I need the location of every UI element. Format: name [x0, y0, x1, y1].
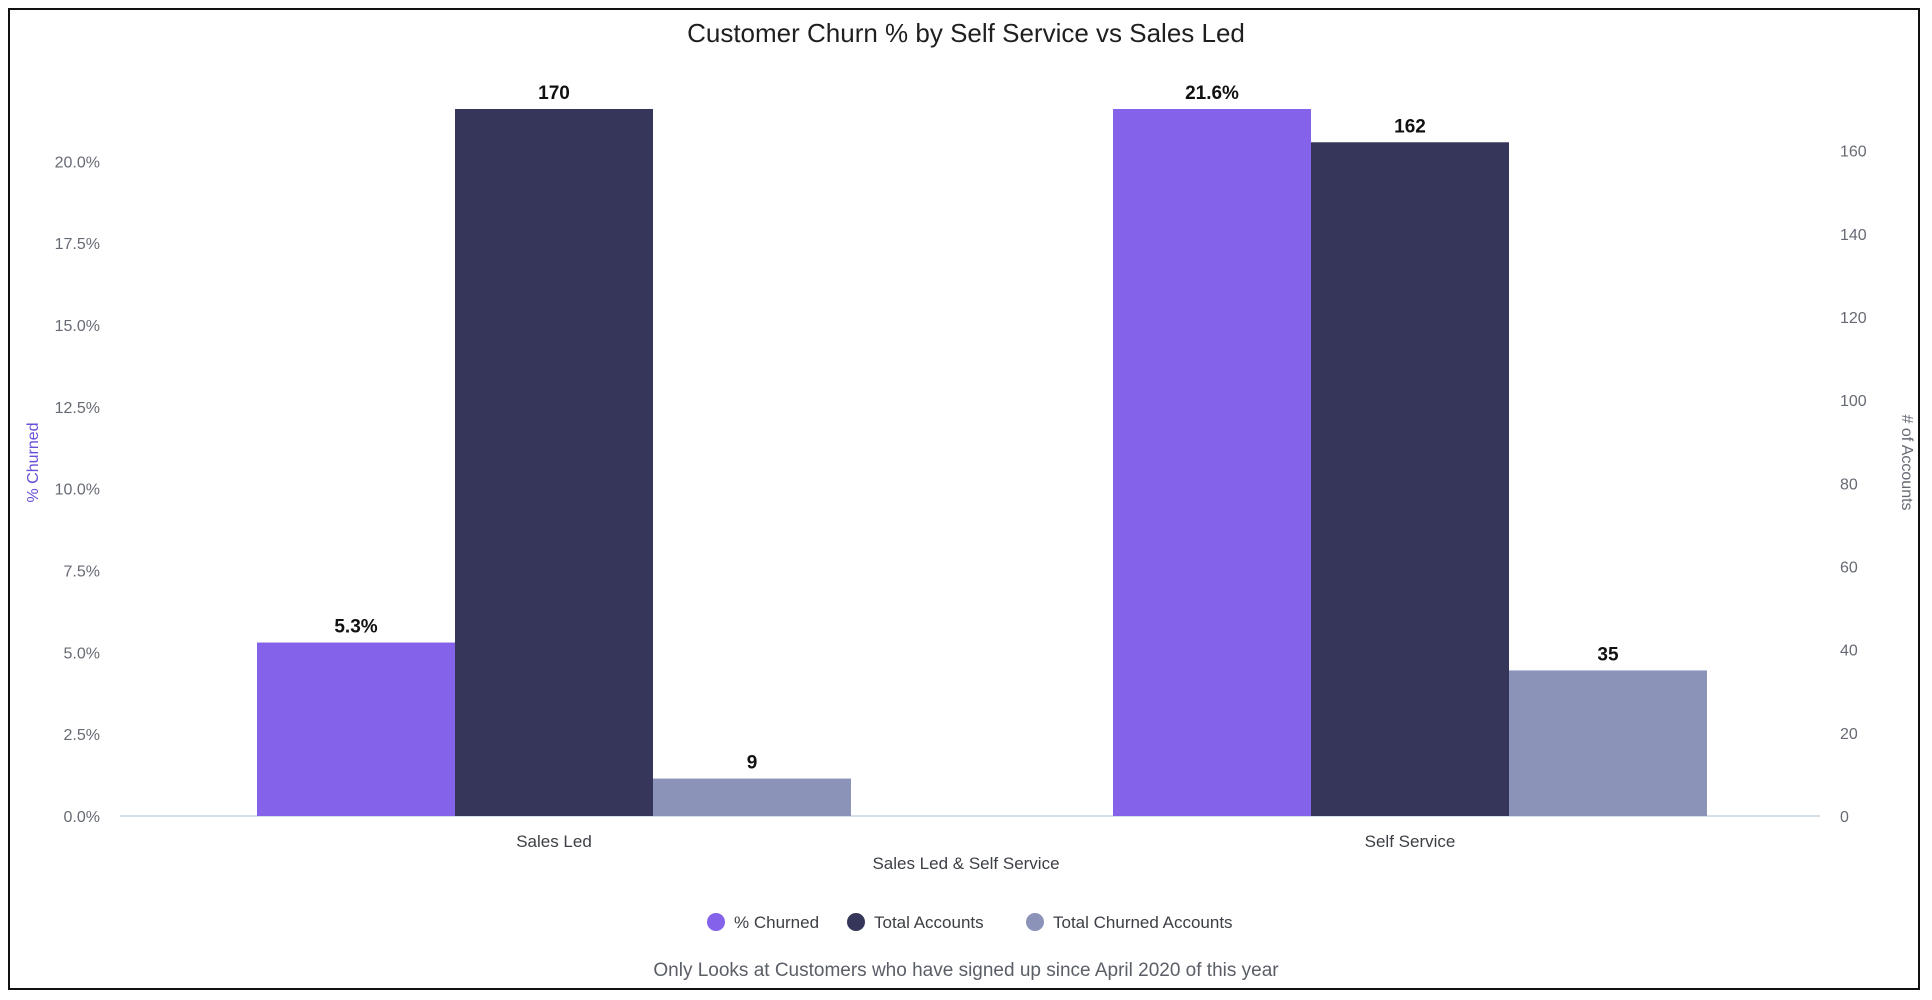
left-tick-label: 10.0% — [55, 482, 100, 499]
right-tick-label: 140 — [1840, 227, 1867, 244]
left-tick-label: 17.5% — [55, 236, 100, 253]
left-tick-label: 12.5% — [55, 400, 100, 417]
left-tick-label: 0.0% — [64, 809, 100, 826]
chart-title: Customer Churn % by Self Service vs Sale… — [687, 18, 1245, 48]
bar-data-label: 9 — [747, 753, 758, 774]
right-tick-label: 20 — [1840, 726, 1858, 743]
chart-canvas: Customer Churn % by Self Service vs Sale… — [25, 18, 1915, 981]
left-tick-label: 2.5% — [64, 727, 100, 744]
bar-total-accounts-sales-led — [455, 109, 653, 816]
legend-swatch — [847, 913, 865, 931]
left-tick-label: 7.5% — [64, 564, 100, 581]
legend: % Churned Total Accounts Total Churned Acc… — [707, 913, 1233, 932]
legend-swatch — [707, 913, 725, 931]
bar-data-label: 170 — [538, 83, 570, 104]
right-axis-ticks: 0 20 40 60 80 100 120 140 160 — [1840, 144, 1867, 826]
right-tick-label: 80 — [1840, 476, 1858, 493]
bar-total-accounts-self-service — [1311, 142, 1509, 817]
category-label-group: Sales Led Self Service — [516, 832, 1455, 851]
bar-group — [257, 109, 1707, 817]
legend-item-label: Total Accounts — [874, 913, 984, 932]
right-tick-label: 160 — [1840, 144, 1867, 161]
chart-frame: Customer Churn % by Self Service vs Sale… — [8, 8, 1920, 990]
left-tick-label: 5.0% — [64, 645, 100, 662]
bar-churned-self-service — [1113, 109, 1311, 816]
bar-total-churned-accounts-self-service — [1509, 670, 1707, 816]
legend-item-label: % Churned — [734, 913, 819, 932]
bar-data-label: 162 — [1394, 116, 1426, 137]
data-label-group: 5.3% 170 9 21.6% 162 35 — [334, 83, 1619, 774]
bar-data-label: 5.3% — [334, 617, 377, 638]
bar-data-label: 35 — [1597, 644, 1619, 665]
right-axis-title: # of Accounts — [1898, 414, 1915, 510]
category-label: Sales Led — [516, 832, 592, 851]
left-tick-label: 20.0% — [55, 154, 100, 171]
right-tick-label: 60 — [1840, 559, 1858, 576]
right-tick-label: 0 — [1840, 809, 1849, 826]
legend-swatch — [1026, 913, 1044, 931]
chart-footnote: Only Looks at Customers who have signed … — [653, 960, 1279, 981]
bar-data-label: 21.6% — [1185, 83, 1239, 104]
legend-item-label: Total Churned Accounts — [1053, 913, 1233, 932]
bar-total-churned-accounts-sales-led — [653, 778, 851, 816]
bar-churned-sales-led — [257, 642, 455, 816]
left-tick-label: 15.0% — [55, 318, 100, 335]
category-label: Self Service — [1365, 832, 1456, 851]
left-axis-ticks: 0.0% 2.5% 5.0% 7.5% 10.0% 12.5% 15.0% 17.5% 20.0… — [55, 154, 100, 826]
right-tick-label: 120 — [1840, 310, 1867, 327]
right-tick-label: 100 — [1840, 393, 1867, 410]
right-tick-label: 40 — [1840, 643, 1858, 660]
left-axis-title: % Churned — [25, 422, 42, 502]
x-axis-title: Sales Led & Self Service — [872, 854, 1059, 873]
